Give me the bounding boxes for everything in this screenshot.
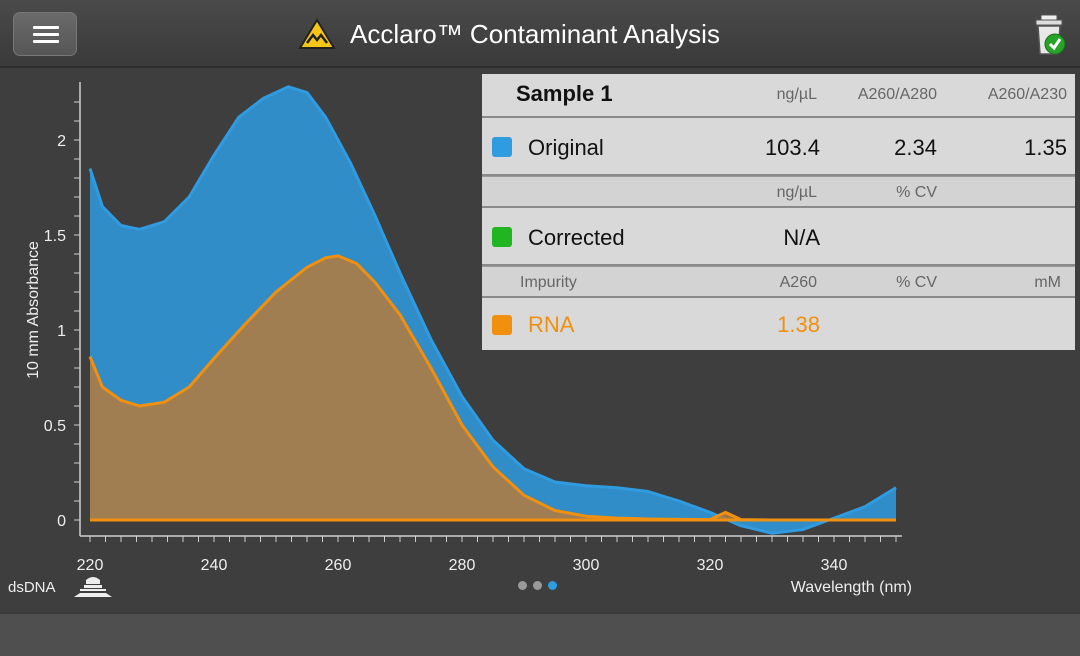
y-tick-label: 1	[57, 323, 66, 340]
acclaro-logo-icon	[298, 18, 336, 49]
corrected-label: Corrected	[528, 225, 625, 250]
y-axis-label: 10 mm Absorbance	[25, 241, 42, 379]
x-tick-label: 300	[573, 557, 600, 574]
x-minor-ticks	[89, 536, 897, 542]
y-tick-label: 2	[57, 133, 66, 150]
sample-pedestal-icon	[74, 577, 112, 597]
y-tick-label: 0.5	[44, 418, 66, 435]
title-area: Acclaro™ Contaminant Analysis	[298, 16, 720, 52]
col-header-ngul: ng/µL	[776, 184, 817, 201]
original-color-swatch	[492, 137, 512, 157]
page-dot[interactable]	[533, 581, 542, 590]
app-title: Acclaro™ Contaminant Analysis	[350, 18, 720, 49]
rna-color-swatch	[492, 315, 512, 335]
col-header-impurity: Impurity	[520, 274, 577, 291]
col-header-cv: % CV	[896, 274, 937, 291]
x-axis-label: Wavelength (nm)	[791, 579, 912, 596]
app-header: Acclaro™ Contaminant Analysis	[0, 0, 1080, 68]
original-row[interactable]: Original 103.4 2.34 1.35	[482, 118, 1075, 176]
page-indicator[interactable]	[518, 581, 557, 590]
y-tick-label: 1.5	[44, 228, 66, 245]
corrected-color-swatch	[492, 227, 512, 247]
y-tick-label: 0	[57, 513, 66, 530]
original-a260-a230: 1.35	[1024, 135, 1067, 160]
sample-header-row: Sample 1 ng/µL A260/A280 A260/A230	[482, 74, 1075, 118]
hamburger-line	[33, 33, 59, 36]
col-header-a260-a230: A260/A230	[987, 86, 1067, 103]
hamburger-line	[33, 26, 59, 29]
chart-axes	[74, 82, 902, 542]
original-label: Original	[528, 135, 604, 160]
page-dot[interactable]	[518, 581, 527, 590]
menu-button[interactable]	[13, 12, 77, 56]
corrected-concentration: N/A	[783, 225, 820, 250]
page-dot-active[interactable]	[548, 581, 557, 590]
x-tick-label: 340	[821, 557, 848, 574]
col-header-cv: % CV	[896, 184, 937, 201]
mode-label: dsDNA	[8, 579, 56, 596]
col-header-ngul: ng/µL	[776, 86, 817, 103]
sample-title: Sample 1	[516, 81, 613, 106]
x-tick-label: 240	[201, 557, 228, 574]
corrected-row[interactable]: Corrected N/A	[482, 208, 1075, 266]
rna-area	[90, 255, 896, 520]
series-layer	[88, 85, 897, 535]
corrected-header-row: ng/µL % CV	[482, 176, 1075, 208]
x-tick-label: 220	[77, 557, 104, 574]
absorbance-chart: 220 240 260 280 300 320 340 0 0.5 1 1.5 2 10 mm Abs…	[25, 82, 912, 596]
original-line	[88, 85, 897, 535]
rna-label: RNA	[528, 312, 575, 337]
impurity-row[interactable]: RNA 1.38	[482, 298, 1075, 350]
col-header-a260: A260	[779, 274, 817, 291]
tick-labels: 220 240 260 280 300 320 340 0 0.5 1 1.5 2	[44, 133, 848, 574]
original-a260-a280: 2.34	[894, 135, 937, 160]
impurity-header-row: Impurity A260 % CV mM	[482, 266, 1075, 298]
hamburger-line	[33, 40, 59, 43]
rna-line	[88, 254, 896, 522]
original-concentration: 103.4	[764, 135, 820, 160]
bottom-bar	[0, 612, 1080, 656]
trash-check-icon[interactable]	[1028, 12, 1072, 58]
x-tick-label: 280	[449, 557, 476, 574]
col-header-a260-a280: A260/A280	[857, 86, 937, 103]
x-tick-label: 260	[325, 557, 352, 574]
col-header-mm: mM	[1034, 274, 1061, 291]
x-tick-label: 320	[697, 557, 724, 574]
y-minor-ticks	[74, 101, 80, 521]
rna-a260-value: 1.38	[777, 312, 820, 337]
results-panel: Sample 1 ng/µL A260/A280 A260/A230 Origi…	[482, 74, 1075, 350]
